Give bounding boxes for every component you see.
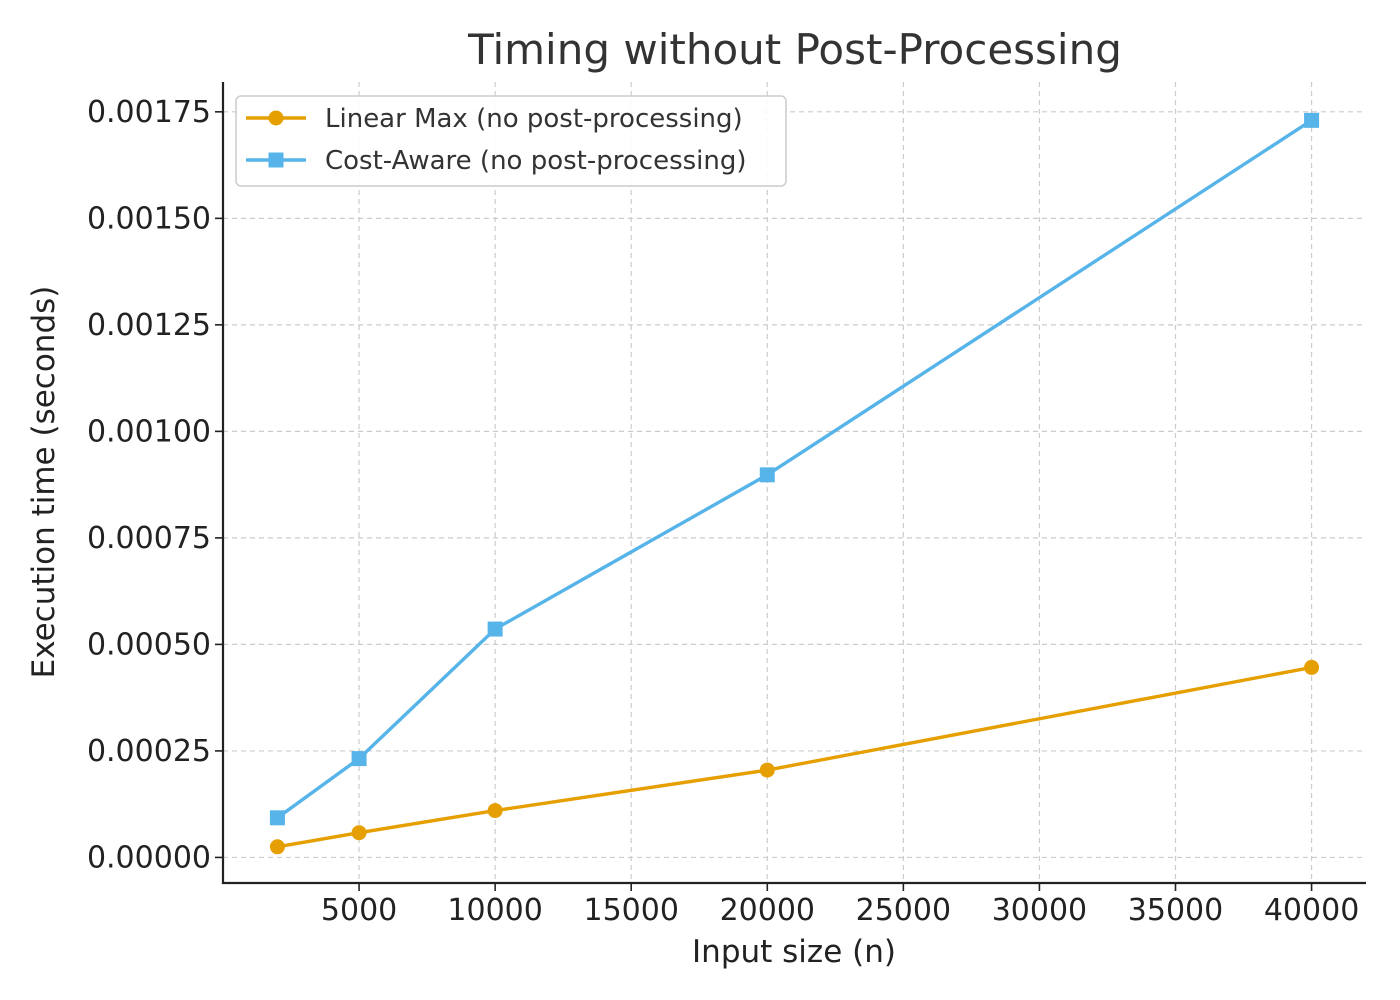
y-tick-label: 0.00150 <box>87 201 211 236</box>
data-point <box>487 803 503 819</box>
x-tick-label: 35000 <box>1128 893 1223 928</box>
legend-label: Linear Max (no post-processing) <box>325 104 743 134</box>
axes <box>221 82 1366 885</box>
y-tick-label: 0.00125 <box>87 308 211 343</box>
data-point <box>269 839 285 855</box>
x-tick-label: 10000 <box>447 893 542 928</box>
y-tick-label: 0.00175 <box>87 95 211 130</box>
data-point <box>1304 659 1320 675</box>
legend-item: Cost-Aware (no post-processing) <box>246 146 747 176</box>
data-point <box>351 825 367 841</box>
x-tick-label: 30000 <box>992 893 1087 928</box>
data-point <box>759 762 775 778</box>
x-tick-label: 15000 <box>583 893 678 928</box>
data-point <box>351 751 367 767</box>
series-layer <box>269 112 1320 855</box>
x-tick-label: 40000 <box>1264 893 1359 928</box>
data-point <box>269 810 285 826</box>
y-tick-label: 0.00075 <box>87 521 211 556</box>
grid-lines <box>223 82 1366 883</box>
axis-spines <box>221 82 1366 885</box>
series-line <box>276 118 1313 820</box>
data-point <box>1304 112 1320 128</box>
legend-label: Cost-Aware (no post-processing) <box>325 146 747 176</box>
series-line <box>277 665 1312 849</box>
legend-swatch-marker <box>268 110 284 126</box>
legend: Linear Max (no post-processing) Cost-Awar… <box>235 95 787 187</box>
chart-title: Timing without Post-Processing <box>467 25 1122 74</box>
y-ticks: 0.00000 0.00025 0.00050 0.00075 0.00100 0.001… <box>87 95 223 875</box>
y-tick-label: 0.00100 <box>87 414 211 449</box>
legend-box <box>235 95 787 187</box>
x-axis-label: Input size (n) <box>692 934 896 970</box>
data-point <box>759 467 775 483</box>
legend-item: Linear Max (no post-processing) <box>246 104 743 134</box>
data-point <box>487 621 503 637</box>
y-tick-label: 0.00050 <box>87 627 211 662</box>
x-tick-label: 20000 <box>720 893 815 928</box>
series-cost-aware <box>269 112 1320 826</box>
x-ticks: 5000 10000 15000 20000 25000 30000 35000 40000 <box>321 883 1359 928</box>
y-tick-label: 0.00025 <box>87 734 211 769</box>
x-tick-label: 25000 <box>856 893 951 928</box>
series-linear-max <box>269 659 1320 855</box>
x-tick-label: 5000 <box>321 893 397 928</box>
y-tick-label: 0.00000 <box>87 840 211 875</box>
y-axis-label: Execution time (seconds) <box>26 286 62 679</box>
legend-swatch-marker <box>268 152 284 168</box>
